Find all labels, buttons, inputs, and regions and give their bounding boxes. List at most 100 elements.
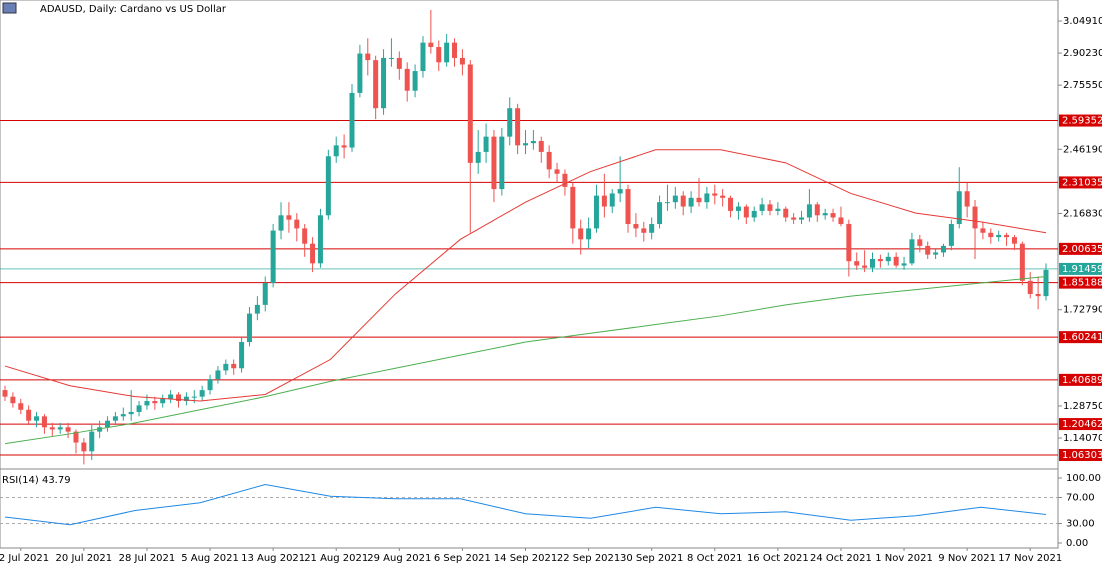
rsi-tick-label: 30.00 — [1066, 519, 1095, 530]
candle-body — [428, 42, 434, 48]
candle-body — [160, 398, 166, 404]
rsi-tick-label: 100.00 — [1066, 473, 1101, 484]
x-tick-label: 24 Oct 2021 — [810, 553, 872, 564]
y-tick-label: 3.04910 — [1063, 16, 1102, 27]
y-tick-label: 2.90230 — [1063, 48, 1102, 59]
candle-body — [254, 304, 260, 314]
candle-body — [294, 219, 300, 229]
candle-body — [18, 403, 24, 410]
candle-body — [688, 197, 694, 207]
candle-body — [128, 411, 134, 415]
candle-body — [672, 195, 678, 203]
candle-body — [1043, 269, 1049, 297]
candle-body — [120, 414, 126, 417]
rsi-label: RSI(14) 43.79 — [2, 475, 71, 486]
candle-body — [310, 243, 316, 264]
candle-body — [578, 228, 584, 240]
candle-body — [286, 215, 292, 220]
candle-body — [830, 213, 836, 218]
y-tick-label: 2.46190 — [1063, 144, 1102, 155]
y-tick-label: 1.28750 — [1063, 401, 1102, 412]
candle-body — [940, 245, 946, 253]
candle-body — [365, 53, 371, 61]
candle-body — [870, 258, 875, 268]
x-tick-label: 5 Aug 2021 — [181, 553, 239, 564]
candle-body — [349, 92, 355, 148]
candle-body — [877, 258, 883, 262]
candle-body — [546, 151, 552, 170]
candle-body — [617, 189, 623, 194]
candle-body — [404, 68, 410, 91]
candle-body — [775, 208, 781, 211]
candle-body — [168, 394, 174, 399]
candle-body — [105, 420, 111, 428]
candle-body — [562, 173, 568, 187]
price-tag — [1059, 449, 1102, 462]
candle-body — [728, 197, 734, 211]
candle-body — [996, 234, 1002, 238]
price-tag — [1059, 176, 1102, 189]
price-tag — [1059, 373, 1102, 386]
candle-body — [278, 215, 284, 231]
candle-body — [65, 427, 71, 432]
candle-body — [657, 202, 663, 225]
price-tag-label: 1.40689 — [1062, 375, 1102, 386]
x-tick-label: 28 Jul 2021 — [119, 553, 176, 564]
candle-body — [1011, 237, 1017, 244]
candle-body — [980, 228, 986, 233]
candle-body — [641, 228, 647, 233]
candle-body — [593, 195, 599, 229]
plot-frame — [0, 0, 1059, 549]
candle-body — [246, 313, 252, 343]
candle-body — [341, 145, 347, 148]
candle-body — [625, 189, 631, 225]
price-tag — [1059, 114, 1102, 127]
candle-body — [152, 401, 158, 404]
candle-body — [491, 136, 497, 190]
candle-body — [530, 140, 536, 144]
price-tag — [1059, 331, 1102, 344]
candle-body — [972, 206, 978, 229]
candle-body — [791, 217, 797, 220]
price-tag — [1059, 418, 1102, 431]
x-tick-label: 20 Jul 2021 — [56, 553, 113, 564]
price-tag — [1059, 276, 1102, 289]
candle-body — [262, 283, 268, 305]
rsi-line — [4, 483, 1047, 526]
candle-body — [948, 224, 954, 246]
x-tick-label: 21 Aug 2021 — [304, 553, 368, 564]
x-tick-label: 13 Aug 2021 — [241, 553, 305, 564]
candle-body — [144, 401, 150, 406]
candle-body — [909, 239, 915, 264]
candle-body — [956, 191, 962, 225]
candle-body — [444, 42, 450, 63]
price-tag-label: 1.60241 — [1062, 332, 1102, 343]
candle-body — [191, 396, 197, 398]
candle-body — [199, 390, 205, 397]
candle-body — [57, 427, 63, 430]
price-tag-label: 1.20462 — [1062, 419, 1102, 430]
moving-average — [4, 275, 1047, 445]
candle-body — [885, 256, 891, 262]
candle-body — [302, 228, 308, 244]
candle-body — [231, 363, 237, 369]
candle-body — [609, 193, 615, 207]
x-tick-label: 30 Sep 2021 — [620, 553, 683, 564]
candle-body — [412, 71, 418, 91]
candle-body — [317, 215, 323, 264]
candle-body — [1035, 293, 1041, 297]
candle-body — [183, 396, 189, 402]
x-tick-label: 1 Nov 2021 — [875, 553, 933, 564]
candle-body — [34, 416, 40, 421]
candle-body — [10, 396, 16, 404]
candle-body — [586, 228, 592, 240]
price-tag-label: 2.59352 — [1062, 116, 1102, 127]
price-tag-label: 2.31035 — [1062, 177, 1102, 188]
rsi-tick-label: 0.00 — [1066, 538, 1088, 549]
candle-body — [357, 53, 363, 93]
candle-body — [49, 427, 55, 430]
candle-body — [1019, 243, 1025, 281]
candle-body — [696, 197, 702, 203]
candle-body — [223, 363, 229, 371]
